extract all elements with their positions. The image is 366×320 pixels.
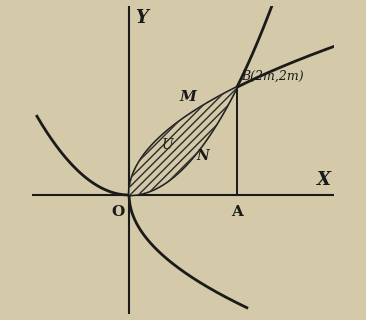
Text: N: N [197,149,209,163]
Text: U: U [162,139,174,152]
Text: M: M [180,90,197,104]
Text: Y: Y [135,9,149,27]
Text: X: X [317,171,331,188]
Text: A: A [231,205,243,219]
Text: B(2m,2m): B(2m,2m) [241,70,304,83]
Text: O: O [112,205,125,219]
